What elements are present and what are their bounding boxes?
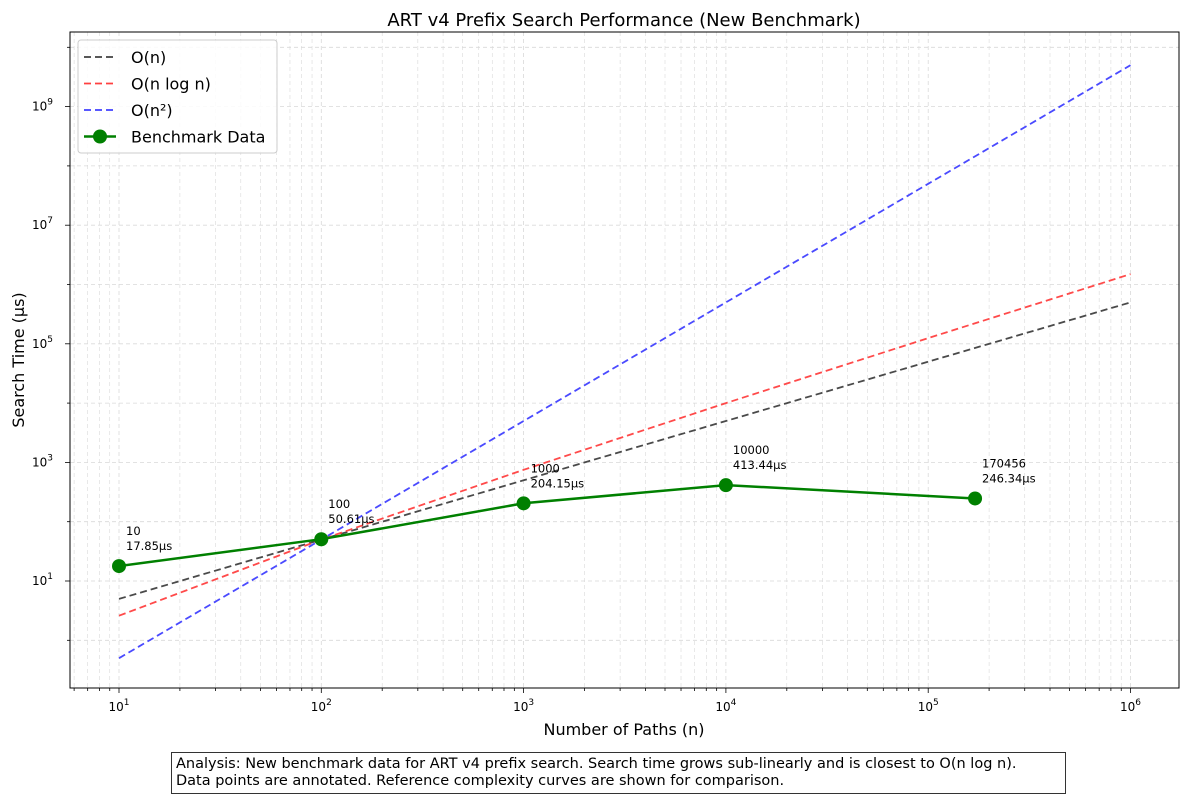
- plot-lines: [118, 64, 1131, 659]
- point-label-n: 10: [126, 524, 141, 538]
- axis-ticks: 101 102 103 104 105 106 101 103 105 107 109: [32, 46, 1141, 714]
- y-tick-label: 109: [32, 98, 53, 114]
- point-label-n: 170456: [982, 456, 1026, 470]
- y-tick-label: 107: [32, 216, 53, 232]
- legend-marker: [93, 129, 107, 144]
- x-tick-label: 104: [715, 698, 736, 714]
- point-label-time: 50.61µs: [328, 512, 374, 526]
- legend-label: O(n log n): [131, 75, 211, 94]
- chart-title: ART v4 Prefix Search Performance (New Be…: [387, 10, 860, 31]
- benchmark-line: [118, 483, 976, 568]
- x-tick-label: 106: [1120, 698, 1141, 714]
- point-label-n: 1000: [531, 461, 560, 475]
- benchmark-markers: [112, 478, 983, 574]
- x-tick-label: 105: [918, 698, 939, 714]
- grid-lines: [70, 32, 1179, 688]
- point-label-time: 246.34µs: [982, 471, 1036, 485]
- point-label-n: 10000: [733, 443, 770, 457]
- legend-label: O(n²): [131, 101, 173, 120]
- x-tick-label: 102: [311, 698, 332, 714]
- benchmark-point: [968, 491, 983, 506]
- y-axis-label: Search Time (µs): [9, 292, 28, 427]
- x-tick-label: 103: [513, 698, 534, 714]
- benchmark-point: [516, 496, 531, 511]
- legend-label: Benchmark Data: [131, 128, 265, 147]
- y-tick-label: 101: [32, 572, 53, 588]
- y-tick-label: 103: [32, 453, 53, 469]
- point-label-time: 204.15µs: [531, 476, 585, 490]
- legend: O(n) O(n log n) O(n²) Benchmark Data: [77, 39, 278, 154]
- point-label-time: 413.44µs: [733, 458, 787, 472]
- point-label-n: 100: [328, 497, 350, 511]
- x-tick-label: 101: [108, 698, 129, 714]
- reference-line-on2: [118, 64, 1131, 659]
- benchmark-point: [718, 478, 733, 493]
- plot-frame: [69, 31, 1180, 689]
- y-tick-label: 105: [32, 335, 53, 351]
- analysis-line-2: Data points are annotated. Reference com…: [176, 773, 785, 789]
- analysis-note: Analysis: New benchmark data for ART v4 …: [171, 752, 1066, 794]
- benchmark-point: [112, 559, 126, 574]
- x-axis-label: Number of Paths (n): [543, 720, 704, 739]
- legend-box: [77, 39, 278, 154]
- analysis-line-1: Analysis: New benchmark data for ART v4 …: [176, 756, 1017, 772]
- legend-label: O(n): [131, 48, 166, 67]
- reference-line-on: [118, 301, 1131, 600]
- reference-line-onlogn: [118, 273, 1131, 617]
- benchmark-point: [314, 532, 329, 547]
- point-label-time: 17.85µs: [126, 539, 172, 553]
